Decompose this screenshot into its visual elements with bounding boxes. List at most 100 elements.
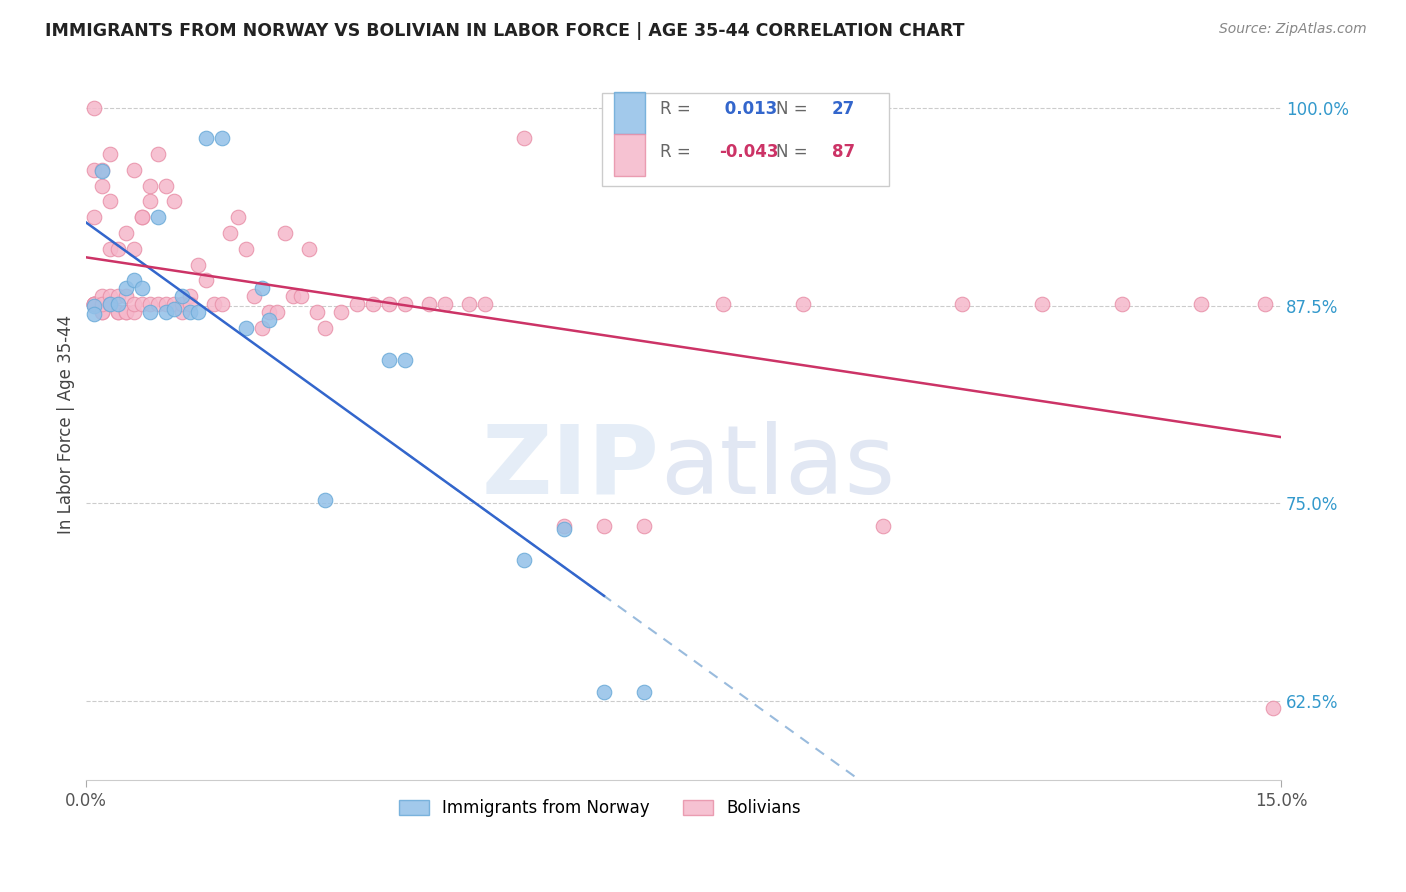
Point	[235, 321, 257, 335]
Point	[194, 131, 217, 145]
Point	[194, 273, 217, 287]
Point	[139, 178, 162, 193]
Point	[211, 131, 233, 145]
Text: N =: N =	[776, 143, 807, 161]
Point	[378, 297, 401, 311]
Point	[91, 178, 114, 193]
Point	[202, 297, 225, 311]
Point	[131, 211, 153, 225]
Point	[83, 299, 105, 313]
Point	[633, 684, 655, 698]
Point	[98, 297, 121, 311]
Point	[115, 289, 138, 303]
Point	[163, 297, 186, 311]
Point	[83, 101, 105, 115]
Text: 87: 87	[832, 143, 855, 161]
Point	[250, 321, 273, 335]
Point	[107, 305, 129, 319]
Point	[139, 297, 162, 311]
Point	[179, 289, 201, 303]
Point	[259, 313, 281, 327]
Point	[346, 297, 368, 311]
Text: R =: R =	[659, 100, 690, 118]
Point	[457, 297, 479, 311]
Point	[131, 211, 153, 225]
Point	[1254, 297, 1277, 311]
Point	[433, 297, 456, 311]
Point	[98, 297, 121, 311]
Point	[298, 242, 321, 256]
Text: -0.043: -0.043	[720, 143, 779, 161]
Point	[513, 553, 536, 567]
Point	[179, 297, 201, 311]
Point	[98, 242, 121, 256]
Point	[170, 305, 193, 319]
Point	[593, 684, 616, 698]
Point	[107, 297, 129, 311]
Point	[83, 211, 105, 225]
Point	[1261, 700, 1284, 714]
Point	[91, 162, 114, 177]
Point	[131, 297, 153, 311]
Text: R =: R =	[659, 143, 690, 161]
Point	[155, 178, 177, 193]
Point	[290, 289, 312, 303]
Point	[474, 297, 496, 311]
Point	[98, 289, 121, 303]
Point	[330, 305, 353, 319]
Point	[593, 518, 616, 533]
FancyBboxPatch shape	[614, 92, 645, 134]
Point	[131, 281, 153, 295]
Point	[115, 305, 138, 319]
Point	[146, 297, 169, 311]
Point	[83, 297, 105, 311]
Point	[179, 305, 201, 319]
Point	[513, 131, 536, 145]
Point	[98, 147, 121, 161]
Text: 27: 27	[832, 100, 855, 118]
Point	[553, 518, 575, 533]
Point	[170, 289, 193, 303]
Point	[98, 194, 121, 209]
Text: ZIP: ZIP	[482, 421, 659, 514]
Point	[83, 297, 105, 311]
Point	[394, 297, 416, 311]
Point	[1189, 297, 1212, 311]
Point	[115, 281, 138, 295]
Point	[314, 321, 336, 335]
Y-axis label: In Labor Force | Age 35-44: In Labor Force | Age 35-44	[58, 315, 75, 534]
Text: atlas: atlas	[659, 421, 894, 514]
Point	[122, 297, 145, 311]
Point	[146, 211, 169, 225]
Point	[226, 211, 249, 225]
Point	[83, 297, 105, 311]
Point	[122, 162, 145, 177]
Point	[266, 305, 288, 319]
Point	[115, 305, 138, 319]
Point	[394, 352, 416, 367]
Point	[378, 352, 401, 367]
Point	[242, 289, 264, 303]
Text: N =: N =	[776, 100, 807, 118]
Point	[187, 305, 209, 319]
Point	[107, 242, 129, 256]
FancyBboxPatch shape	[602, 94, 889, 186]
Point	[91, 305, 114, 319]
Point	[218, 226, 240, 240]
Point	[83, 297, 105, 311]
Point	[633, 518, 655, 533]
Text: IMMIGRANTS FROM NORWAY VS BOLIVIAN IN LABOR FORCE | AGE 35-44 CORRELATION CHART: IMMIGRANTS FROM NORWAY VS BOLIVIAN IN LA…	[45, 22, 965, 40]
Point	[170, 297, 193, 311]
Point	[83, 162, 105, 177]
Point	[155, 297, 177, 311]
Point	[122, 242, 145, 256]
Point	[163, 194, 186, 209]
Point	[122, 273, 145, 287]
Point	[1031, 297, 1053, 311]
Point	[283, 289, 305, 303]
Text: Source: ZipAtlas.com: Source: ZipAtlas.com	[1219, 22, 1367, 37]
Point	[307, 305, 329, 319]
Point	[139, 305, 162, 319]
Point	[553, 522, 575, 536]
Point	[83, 307, 105, 321]
